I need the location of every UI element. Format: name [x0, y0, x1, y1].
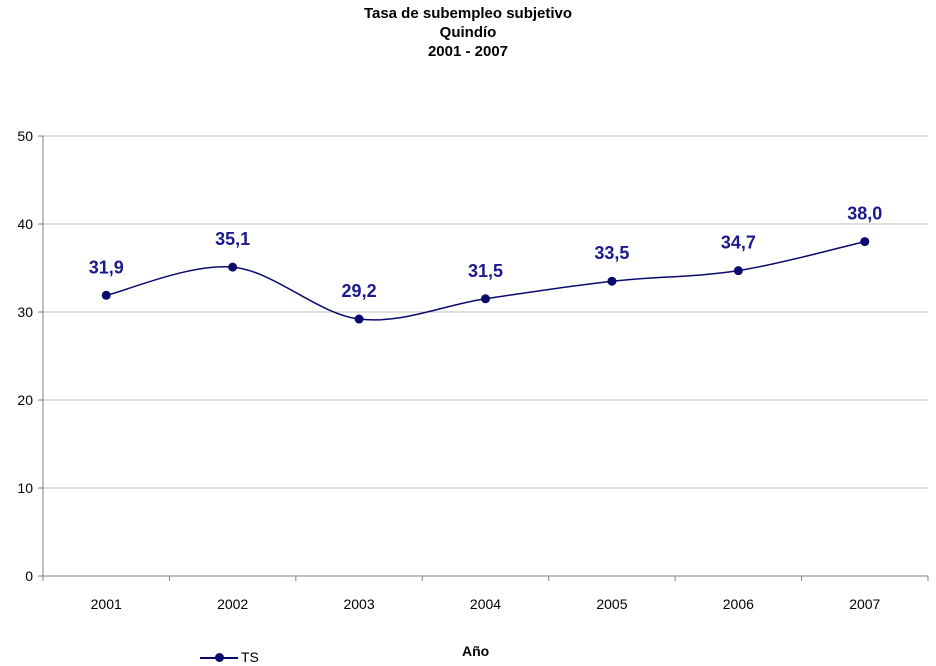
- y-tick-label: 30: [17, 304, 33, 320]
- y-tick-label: 50: [17, 128, 33, 144]
- x-tick-label: 2005: [596, 596, 627, 612]
- y-tick-label: 20: [17, 392, 33, 408]
- x-tick-label: 2001: [91, 596, 122, 612]
- x-axis-title: Año: [462, 643, 490, 659]
- data-label: 34,7: [721, 233, 756, 253]
- y-tick-label: 40: [17, 216, 33, 232]
- data-label: 31,9: [89, 257, 124, 277]
- data-point: [733, 266, 743, 276]
- data-label: 33,5: [594, 243, 629, 263]
- x-tick-label: 2007: [849, 596, 880, 612]
- data-point: [481, 294, 490, 304]
- data-point: [607, 276, 617, 286]
- data-label: 29,2: [342, 281, 377, 301]
- y-tick-label: 0: [25, 568, 33, 584]
- data-label: 31,5: [468, 261, 503, 281]
- x-tick-label: 2006: [723, 596, 754, 612]
- x-tick-label: 2003: [343, 596, 374, 612]
- chart-title: Tasa de subempleo subjetivo: [363, 5, 573, 22]
- data-label: 35,1: [215, 229, 250, 249]
- data-point: [354, 314, 364, 324]
- data-label: 38,0: [847, 204, 882, 224]
- x-tick-label: 2004: [470, 596, 501, 612]
- data-point: [228, 262, 238, 272]
- x-tick-label: 2002: [217, 596, 248, 612]
- chart-subtitle: Quindío: [439, 24, 497, 41]
- data-point: [101, 290, 111, 300]
- data-point: [860, 237, 870, 247]
- chart-period: 2001 - 2007: [427, 43, 509, 60]
- y-tick-label: 10: [17, 480, 33, 496]
- legend-label-ts: TS: [241, 649, 259, 665]
- legend-line-marker-icon: [200, 650, 238, 664]
- legend: TS: [200, 648, 259, 666]
